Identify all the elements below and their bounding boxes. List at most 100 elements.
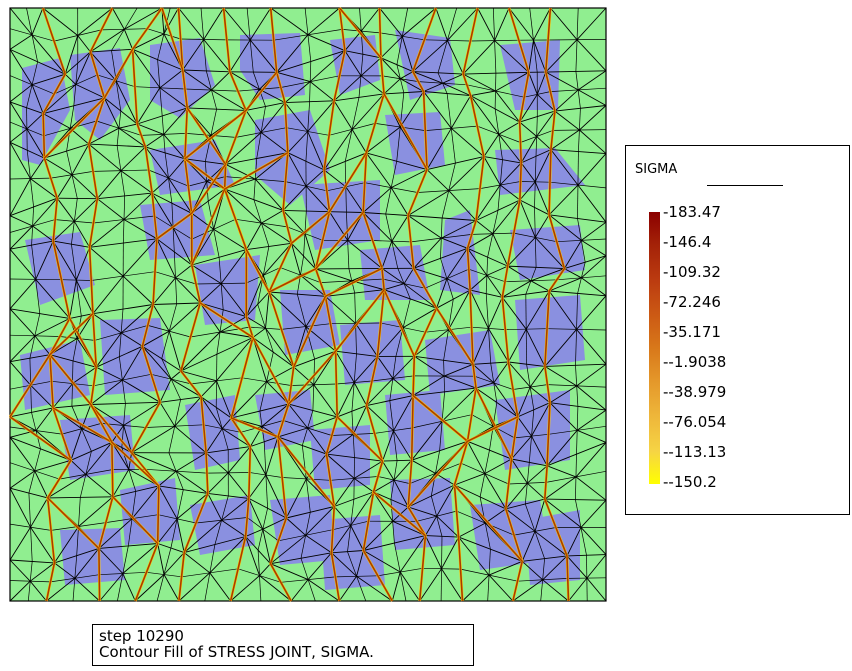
mesh-edge	[419, 568, 442, 602]
mesh-edge	[512, 579, 543, 602]
mesh-edge	[35, 407, 54, 431]
joint-line	[156, 163, 227, 240]
mesh-edge	[414, 329, 449, 357]
mesh-edge	[353, 460, 383, 479]
mesh-edge	[93, 169, 149, 172]
mesh-edge	[9, 142, 31, 179]
mesh-edge	[366, 126, 401, 154]
mesh-edge	[417, 188, 481, 193]
mesh-edge	[151, 373, 192, 385]
block-region	[280, 290, 340, 355]
mesh-edge	[96, 366, 123, 381]
mesh-edge	[91, 271, 156, 281]
mesh-edge	[285, 517, 306, 536]
mesh-edge	[99, 571, 147, 576]
mesh-edge	[137, 123, 164, 135]
mesh-edge	[579, 105, 607, 131]
mesh-edge	[512, 384, 548, 390]
mesh-edge	[380, 32, 425, 41]
mesh-edge	[426, 169, 450, 191]
mesh-edge	[330, 322, 381, 325]
mesh-edge	[211, 89, 247, 111]
mesh-edge	[411, 459, 436, 474]
mesh-edge	[520, 130, 554, 143]
mesh-edge	[425, 535, 459, 538]
mesh-edge	[366, 152, 428, 171]
mesh-edge	[581, 255, 607, 279]
mesh-edge	[519, 121, 537, 137]
mesh-edge	[259, 563, 271, 576]
mesh-edge	[34, 459, 72, 472]
mesh-edge	[525, 328, 546, 367]
joint-line	[338, 7, 428, 170]
mesh-edge	[50, 574, 100, 583]
mesh-edge	[9, 128, 28, 143]
mesh-edge	[235, 127, 287, 138]
mesh-edge	[123, 425, 133, 453]
mesh-edge	[373, 479, 395, 493]
mesh-edge	[345, 186, 364, 213]
mesh-edge	[78, 496, 114, 527]
mesh-edge	[469, 289, 489, 329]
mesh-edge	[307, 131, 325, 171]
mesh-edge	[577, 153, 607, 186]
mesh-edge	[375, 123, 426, 131]
joint-line	[252, 337, 335, 508]
mesh-edge	[502, 280, 532, 298]
mesh-edge	[513, 527, 556, 536]
legend-title: SIGMA	[635, 162, 678, 177]
mesh-edge	[475, 382, 494, 389]
mesh-edge	[392, 355, 415, 379]
mesh-edge	[331, 552, 357, 577]
mesh-edge	[245, 536, 260, 576]
mesh-edge	[412, 40, 448, 72]
mesh-edge	[536, 71, 547, 95]
mesh-edge	[528, 40, 534, 73]
mesh-edge	[249, 326, 282, 330]
mesh-edge	[479, 181, 521, 189]
mesh-edge	[505, 328, 548, 330]
mesh-edge	[554, 105, 607, 112]
mesh-edge	[260, 102, 286, 133]
mesh-edge	[393, 430, 413, 461]
mesh-edge	[43, 120, 97, 137]
mesh-edge	[277, 436, 327, 455]
mesh-edge	[35, 240, 54, 280]
mesh-edge	[342, 29, 381, 34]
mesh-edge	[246, 517, 279, 542]
mesh-edge	[104, 97, 138, 125]
mesh-edge	[486, 265, 508, 276]
mesh-edge	[182, 39, 205, 71]
mesh-edge	[519, 199, 536, 238]
mesh-edge	[426, 156, 485, 171]
mesh-edge	[9, 426, 63, 435]
mesh-edge	[499, 162, 522, 186]
mesh-edge	[392, 520, 426, 537]
mesh-edge	[411, 421, 443, 461]
mesh-edge	[245, 536, 271, 565]
mesh-edge	[344, 30, 362, 51]
mesh-edge	[581, 240, 607, 257]
mesh-edge	[9, 75, 55, 95]
mesh-edge	[362, 212, 393, 242]
mesh-edge	[382, 459, 412, 462]
mesh-edge	[170, 378, 202, 398]
joint-line	[184, 71, 278, 160]
mesh-edge	[424, 268, 469, 289]
mesh-edge	[88, 127, 120, 145]
mesh-edge	[85, 474, 114, 498]
mesh-edge	[356, 575, 393, 602]
mesh-edge	[548, 425, 607, 435]
mesh-edge	[227, 472, 250, 499]
mesh-edge	[534, 181, 550, 215]
mesh-edge	[188, 176, 226, 187]
mesh-edge	[326, 453, 355, 479]
legend-label: 183.47	[663, 203, 721, 221]
mesh-edge	[285, 478, 307, 519]
mesh-edge	[458, 536, 490, 576]
mesh-edge	[186, 89, 212, 109]
mesh-edge	[307, 7, 340, 36]
mesh-edge	[344, 50, 381, 59]
mesh-edge	[290, 579, 309, 602]
mesh-edge	[284, 102, 309, 132]
